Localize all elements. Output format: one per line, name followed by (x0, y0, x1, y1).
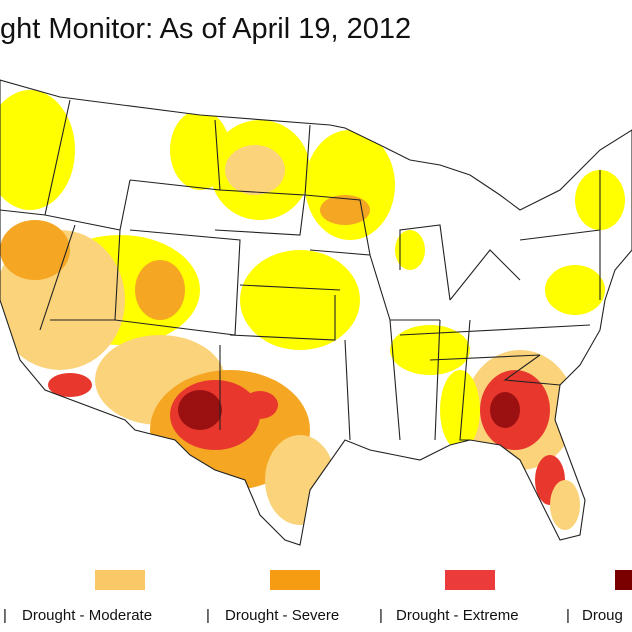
legend-label: Drought - Extreme (396, 607, 519, 624)
legend-separator: | (206, 607, 210, 624)
us-map (0, 79, 632, 546)
legend-separator: | (379, 607, 383, 624)
drought-areas (0, 90, 625, 530)
legend-separator: | (3, 607, 7, 624)
legend-label: Drought - Severe (225, 607, 339, 624)
legend-swatch (445, 570, 495, 590)
legend-label: Drought - Moderate (22, 607, 152, 624)
legend-swatch (95, 570, 145, 590)
legend: | Drought - Moderate | Drought - Severe … (3, 570, 632, 624)
legend-swatch (615, 570, 632, 590)
legend-label: Droug (582, 607, 623, 624)
legend-swatch (270, 570, 320, 590)
map-title: ght Monitor: As of April 19, 2012 (0, 13, 411, 45)
legend-separator: | (566, 607, 570, 624)
